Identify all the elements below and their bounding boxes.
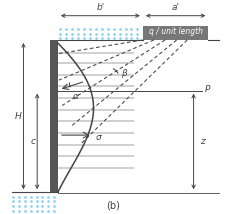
Text: z: z	[200, 137, 205, 146]
Text: c: c	[31, 137, 35, 146]
Text: H: H	[15, 111, 22, 120]
Text: a': a'	[172, 3, 180, 12]
Text: P: P	[205, 85, 211, 94]
Bar	[143, 26, 208, 40]
Text: σ: σ	[96, 133, 102, 142]
Bar	[50, 40, 58, 192]
Text: b': b'	[96, 3, 105, 12]
Text: α: α	[73, 92, 79, 101]
Text: q / unit length: q / unit length	[149, 27, 203, 36]
Text: β: β	[121, 69, 127, 78]
Text: (b): (b)	[106, 201, 120, 211]
